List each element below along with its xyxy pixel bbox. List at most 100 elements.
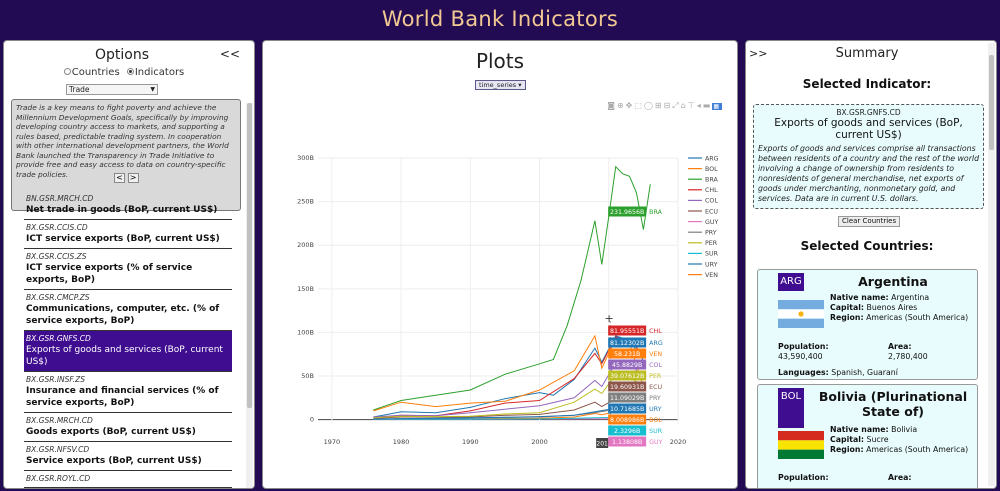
hover-label-box <box>608 392 647 403</box>
y-tick-label: 300B <box>297 154 314 162</box>
next-page-button[interactable]: > <box>127 173 139 183</box>
hover-label-value: 10.71685B <box>610 406 644 413</box>
collapse-options-button[interactable]: << <box>219 47 240 61</box>
native-name: Argentina <box>891 293 930 302</box>
hover-label-box <box>608 425 647 436</box>
native-name: Bolivia <box>891 425 918 434</box>
zoom-in-icon[interactable]: ⊞ <box>654 101 664 110</box>
plotly-logo-icon[interactable]: ▦ <box>712 103 722 110</box>
indicator-name: Exports of goods and services (BoP, curr… <box>26 345 223 367</box>
pan-icon[interactable]: ✥ <box>625 101 635 110</box>
mode-radio-group: Countries Indicators <box>4 67 240 78</box>
indicator-item[interactable]: BX.GSR.CMCP.ZS Communications, computer, … <box>24 290 232 331</box>
x-tick-label: 2020 <box>670 438 687 446</box>
y-tick-label: 150B <box>297 285 314 293</box>
box-select-icon[interactable]: ⬚ <box>634 101 644 110</box>
indicator-item[interactable]: BX.GSR.MRCH.CD Goods exports (BoP, curren… <box>24 413 232 442</box>
zoom-icon[interactable]: ⊕ <box>616 101 626 110</box>
indicator-item[interactable]: BX.GSR.NFSV.CD Service exports (BoP, curr… <box>24 442 232 471</box>
hover-closest-icon[interactable]: ◂ <box>696 101 703 110</box>
y-tick-label: 0 <box>310 416 314 424</box>
indicator-list-scrollbar[interactable] <box>246 103 253 488</box>
reset-axes-icon[interactable]: ⌂ <box>680 101 688 110</box>
scrollbar-thumb[interactable] <box>247 103 252 408</box>
indicator-code: BX.GSR.MRCH.CD <box>26 416 93 425</box>
clear-countries-button[interactable]: Clear Countries <box>838 216 901 227</box>
zoom-out-icon[interactable]: ⊟ <box>663 101 673 110</box>
options-title: Options <box>94 47 150 63</box>
hover-label-value: 2.3296B <box>614 428 640 435</box>
indicator-item[interactable]: BX.GSR.CCIS.CD ICT service exports (BoP, … <box>24 220 232 249</box>
legend-item-guy: GUY <box>705 219 718 226</box>
hover-label-name: PRY <box>649 395 661 402</box>
indicators-radio[interactable] <box>126 67 134 75</box>
hover-label-box <box>608 325 647 336</box>
autoscale-icon[interactable]: ⤢ <box>672 101 681 110</box>
camera-icon[interactable]: ◙ <box>607 101 617 110</box>
indicator-item-selected[interactable]: BX.GSR.GNFS.CD Exports of goods and servi… <box>24 331 232 372</box>
hover-label-value: 231.9656B <box>610 209 644 216</box>
hover-label-name: PER <box>649 373 662 380</box>
plot-area[interactable]: ◙⊕✥⬚◯⊞⊟⤢⌂⊤◂▬▦ 0 50B 100B 150B 200B 250B 300B 19… <box>270 96 732 487</box>
indicators-radio-label[interactable]: Indicators <box>134 67 185 78</box>
x-tick-label: 2000 <box>531 438 548 446</box>
plot-type-value: time_series <box>479 81 517 89</box>
hover-label-value: 1.13808B <box>612 439 642 446</box>
lasso-icon[interactable]: ◯ <box>643 101 655 110</box>
series-line-arg <box>373 335 644 418</box>
options-panel: Options << Countries Indicators Trade ▼ … <box>3 40 255 489</box>
plots-panel: Plots time_series ▾ ◙⊕✥⬚◯⊞⊟⤢⌂⊤◂▬▦ 0 50B 10… <box>262 40 738 489</box>
expand-summary-button[interactable]: >> <box>749 47 768 60</box>
topic-select[interactable]: Trade ▼ <box>66 84 158 95</box>
legend-item-arg: ARG <box>705 155 719 162</box>
hover-label-name: BRA <box>649 209 662 216</box>
indicator-list: BN.GSR.MRCH.CD Net trade in goods (BoP, c… <box>24 191 232 488</box>
hover-label-name: GUY <box>649 439 662 446</box>
indicator-code: BX.GSR.INSF.ZS <box>26 375 86 384</box>
legend-item-bra: BRA <box>705 177 718 184</box>
prev-page-button[interactable]: < <box>114 173 125 183</box>
countries-radio-label[interactable]: Countries <box>71 67 120 78</box>
hover-label-value: 11.09029B <box>610 395 644 402</box>
y-tick-label: 250B <box>297 198 314 206</box>
hover-compare-icon[interactable]: ▬ <box>702 101 713 110</box>
country-card: ARG Argentina Native name: Argentina Cap… <box>757 269 978 380</box>
legend-item-bol: BOL <box>705 166 718 173</box>
capital: Buenos Aires <box>866 302 918 312</box>
hover-label-value: 81.95551B <box>610 328 644 335</box>
hover-x-label: 201 <box>596 441 608 448</box>
y-tick-label: 50B <box>301 372 314 380</box>
legend-item-per: PER <box>705 240 718 247</box>
indicator-item[interactable]: BX.GSR.CCIS.ZS ICT service exports (% of … <box>24 249 232 290</box>
population: 43,590,400 <box>778 351 823 361</box>
selected-indicator-name: Exports of goods and services (BoP, curr… <box>774 117 963 141</box>
indicator-item[interactable]: BX.GSR.ROYL.CD <box>24 471 232 488</box>
cursor-crosshair-icon: + <box>605 312 614 325</box>
x-tick-label: 1980 <box>393 438 410 446</box>
countries-radio[interactable] <box>63 67 71 75</box>
plot-type-select[interactable]: time_series ▾ <box>475 80 526 90</box>
indicator-name: Communications, computer, etc. (% of ser… <box>26 304 220 326</box>
indicator-name: Goods exports (BoP, current US$) <box>26 427 196 437</box>
hover-label-value: 45.8829B <box>612 362 642 369</box>
chevron-down-icon: ▼ <box>150 86 155 93</box>
legend-item-col: COL <box>705 198 718 205</box>
bolivia-flag-icon <box>778 431 824 459</box>
summary-scrollbar[interactable] <box>988 43 995 486</box>
scrollbar-thumb[interactable] <box>989 55 994 150</box>
spike-lines-icon[interactable]: ⊤ <box>687 101 697 110</box>
time-series-chart[interactable]: 0 50B 100B 150B 200B 250B 300B 1970 1980 1990 2000… <box>270 96 732 487</box>
selected-indicator-box: BX.GSR.GNFS.CD Exports of goods and serv… <box>753 104 984 209</box>
indicator-item[interactable]: BX.GSR.INSF.ZS Insurance and financial se… <box>24 372 232 413</box>
indicator-item[interactable]: BN.GSR.MRCH.CD Net trade in goods (BoP, c… <box>24 191 232 220</box>
indicator-code: BX.GSR.CMCP.ZS <box>26 293 90 302</box>
x-tick-label: 1970 <box>324 438 341 446</box>
app-title: World Bank Indicators <box>381 7 619 31</box>
plots-title: Plots <box>475 49 525 73</box>
legend-item-ury: URY <box>705 261 718 268</box>
hover-label-name: SUR <box>649 428 663 435</box>
legend-item-pry: PRY <box>705 230 717 237</box>
hover-label-value: 8.008986B <box>610 417 644 424</box>
indicator-name: ICT service exports (BoP, current US$) <box>26 234 220 244</box>
country-facts: Native name: Argentina Capital: Buenos A… <box>830 293 969 322</box>
